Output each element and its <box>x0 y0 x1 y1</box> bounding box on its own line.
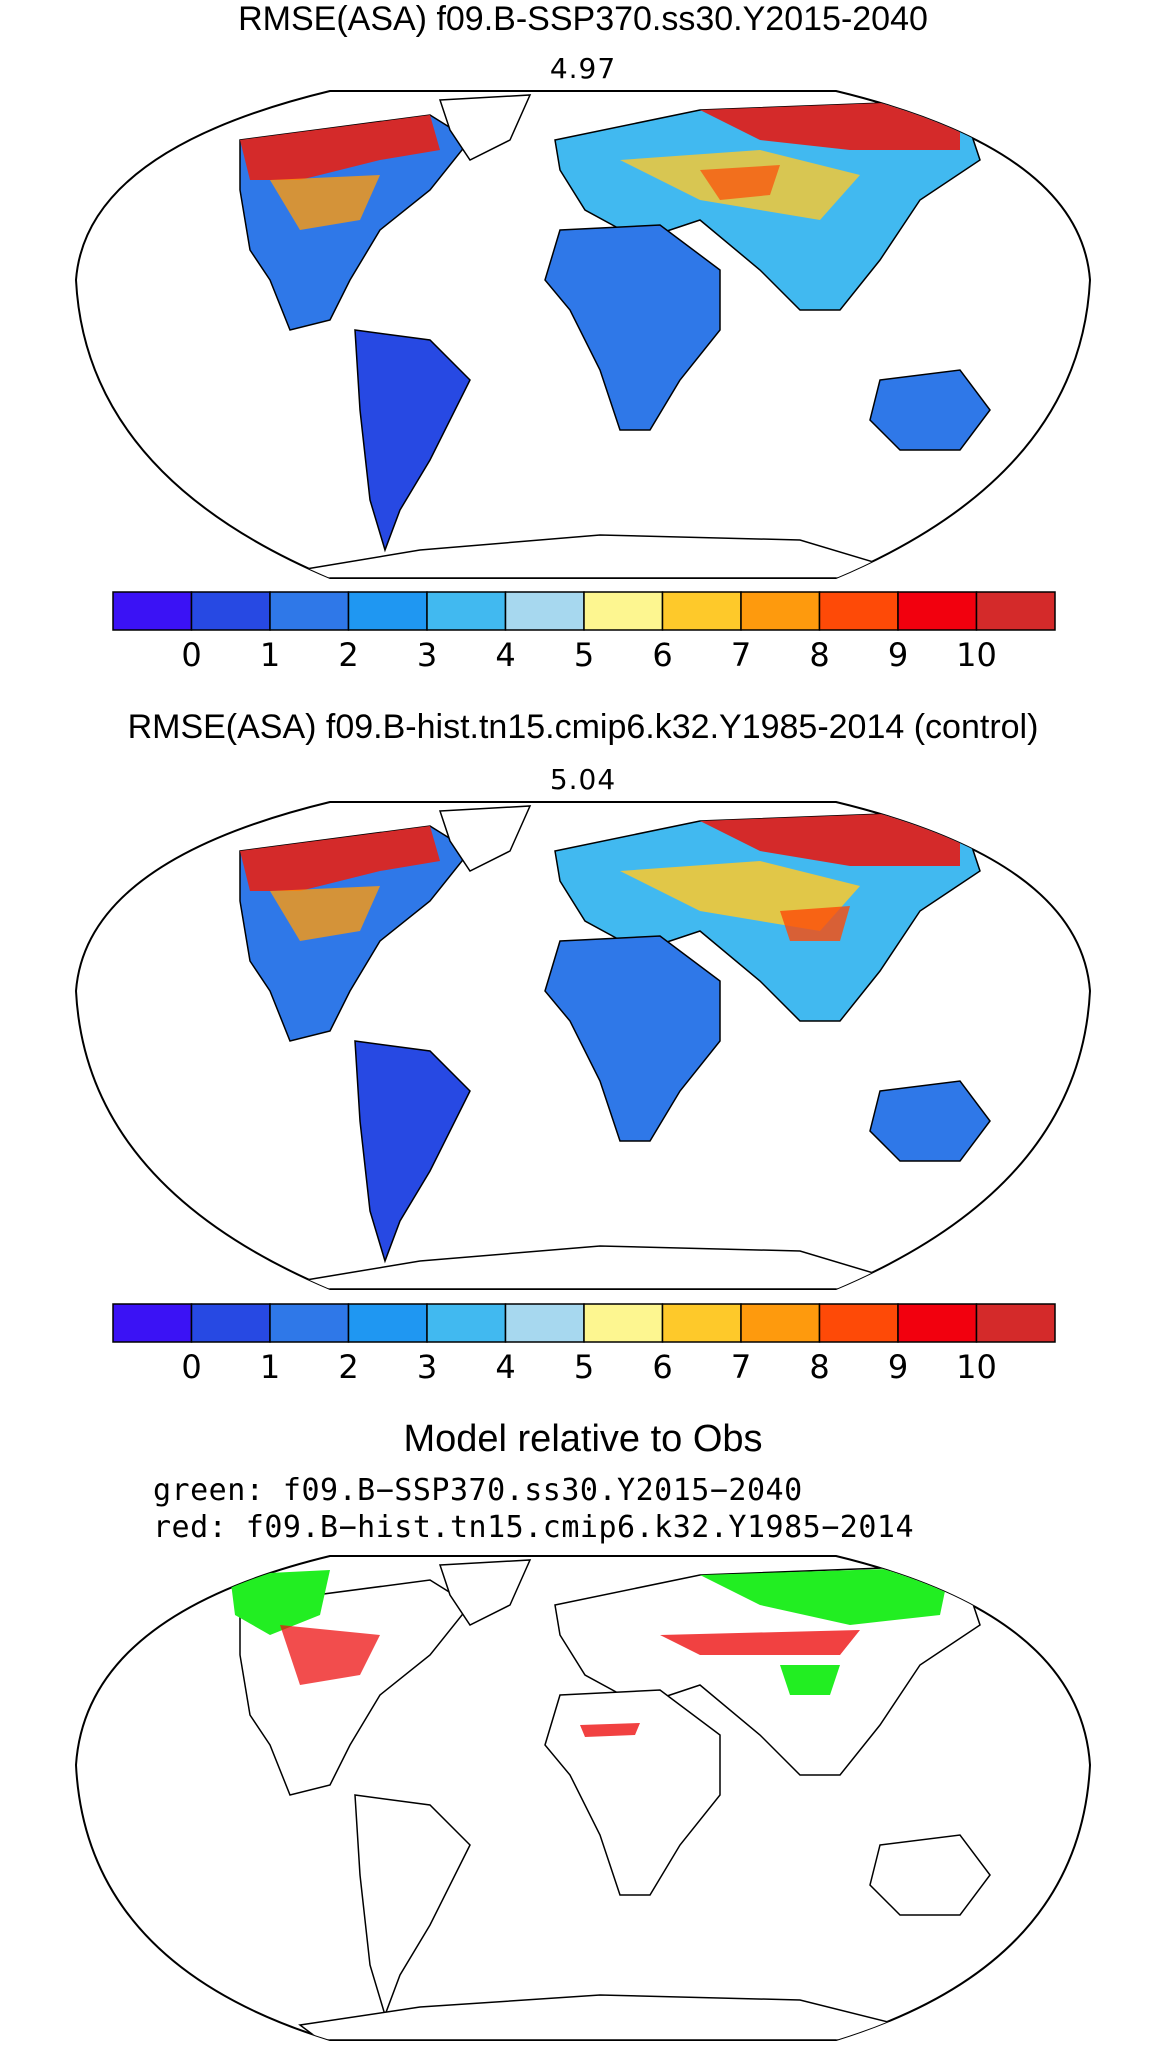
colorbar-swatch <box>975 591 1056 631</box>
comparison-title: Model relative to Obs <box>403 1418 763 1460</box>
colorbar-swatch <box>112 1303 193 1343</box>
panel1-title: RMSE(ASA) f09.B-SSP370.ss30.Y2015-2040 <box>238 0 928 38</box>
colorbar-tick-label: 5 <box>574 1348 594 1382</box>
panel1-value: 4.97 <box>549 52 617 85</box>
colorbar-tick-label: 1 <box>260 1348 280 1382</box>
colorbar-swatch <box>740 591 821 631</box>
colorbar-swatch <box>347 591 428 631</box>
colorbar-swatch <box>975 1303 1056 1343</box>
panel2-title: RMSE(ASA) f09.B-hist.tn15.cmip6.k32.Y198… <box>127 708 1039 746</box>
colorbar-swatch <box>112 591 193 631</box>
colorbar-swatch <box>818 1303 899 1343</box>
africa <box>544 224 721 431</box>
legend-green: green: f09.B−SSP370.ss30.Y2015−2040 <box>153 1473 803 1508</box>
colorbar-tick-label: 2 <box>338 636 358 670</box>
colorbar-tick-label: 3 <box>417 636 437 670</box>
africa <box>544 1689 721 1896</box>
colorbar-swatch <box>583 591 664 631</box>
colorbar-swatch <box>818 591 899 631</box>
australia <box>869 1834 991 1916</box>
colorbar-swatch <box>269 1303 350 1343</box>
colorbar-tick-label: 8 <box>809 636 829 670</box>
greenland <box>438 1559 532 1626</box>
colorbar-swatch <box>269 591 350 631</box>
panel2-value: 5.04 <box>549 763 617 796</box>
colorbar-tick-label: 6 <box>652 636 672 670</box>
south-america <box>354 1040 471 1264</box>
australia <box>869 1080 991 1162</box>
antarctica <box>297 1245 903 1289</box>
colorbar-tick-label: 3 <box>417 1348 437 1382</box>
africa <box>544 935 721 1142</box>
greenland <box>438 94 532 161</box>
colorbar-swatch <box>504 591 585 631</box>
colorbar-tick-label: 7 <box>731 1348 751 1382</box>
colorbar-tick-label: 4 <box>495 1348 515 1382</box>
colorbar-swatch <box>190 1303 271 1343</box>
colorbar-swatch <box>504 1303 585 1343</box>
south-america <box>354 1794 471 2018</box>
south-america <box>354 329 471 553</box>
colorbar-swatch <box>740 1303 821 1343</box>
australia <box>869 369 991 451</box>
colorbar-tick-label: 6 <box>652 1348 672 1382</box>
panel1-map <box>74 90 1092 579</box>
comparison-map <box>74 1555 1092 2041</box>
greenland <box>438 805 532 872</box>
antarctica <box>298 1994 902 2040</box>
colorbar-tick-label: 1 <box>260 636 280 670</box>
colorbar-swatch <box>897 591 978 631</box>
colorbar-swatch <box>347 1303 428 1343</box>
colorbar-tick-label: 2 <box>338 1348 358 1382</box>
colorbar-2: 0 1 2 3 4 5 6 7 8 9 10 <box>112 1303 1056 1382</box>
colorbar-tick-label: 5 <box>574 636 594 670</box>
colorbar-tick-label: 8 <box>809 1348 829 1382</box>
colorbar-tick-label: 9 <box>888 1348 908 1382</box>
colorbar-tick-label: 0 <box>181 636 201 670</box>
panel2-map <box>74 801 1092 1290</box>
colorbar-tick-label: 4 <box>495 636 515 670</box>
colorbar-tick-label: 9 <box>888 636 908 670</box>
colorbar-swatch <box>426 1303 507 1343</box>
colorbar-tick-label: 0 <box>181 1348 201 1382</box>
colorbar-tick-label: 10 <box>956 1348 997 1382</box>
colorbar-swatch <box>426 591 507 631</box>
antarctica <box>297 534 903 578</box>
colorbar-swatch <box>190 591 271 631</box>
colorbar-tick-label: 7 <box>731 636 751 670</box>
colorbar-swatch <box>661 1303 742 1343</box>
legend-red: red: f09.B−hist.tn15.cmip6.k32.Y1985−201… <box>153 1510 915 1545</box>
colorbar-tick-label: 10 <box>956 636 997 670</box>
colorbar-swatch <box>897 1303 978 1343</box>
colorbar-swatch <box>583 1303 664 1343</box>
colorbar-1: 0 1 2 3 4 5 6 7 8 9 10 <box>112 591 1056 670</box>
colorbar-swatch <box>661 591 742 631</box>
